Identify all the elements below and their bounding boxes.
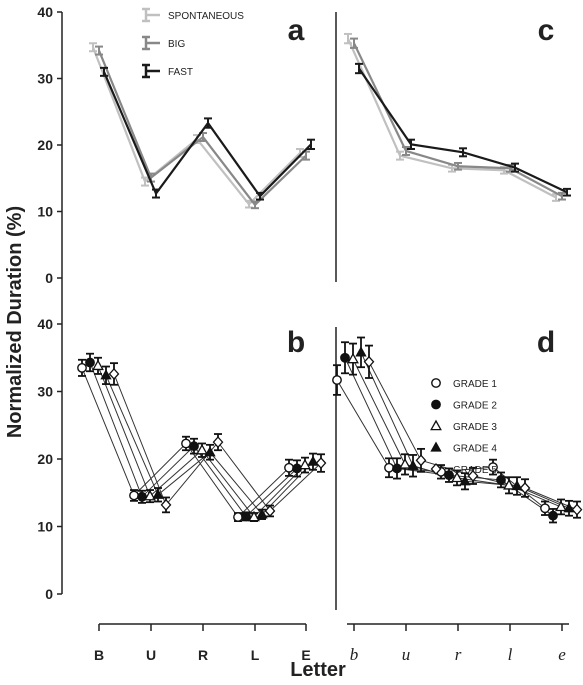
panel-letter-c: c bbox=[538, 14, 555, 47]
data-point-grade-4 bbox=[204, 446, 216, 457]
data-point-grade-5 bbox=[571, 503, 583, 516]
data-point-grade-5 bbox=[108, 367, 120, 380]
data-point-grade-3 bbox=[503, 478, 515, 490]
data-point-grade-3 bbox=[248, 510, 260, 522]
data-point-grade-1 bbox=[233, 512, 243, 522]
data-point-grade-5 bbox=[315, 457, 327, 470]
legend-marker-grade-1 bbox=[431, 378, 441, 388]
legend-label: GRADE 3 bbox=[453, 422, 497, 433]
category-label-print: U bbox=[146, 647, 156, 663]
series-line-fast bbox=[358, 67, 568, 194]
legend-label: GRADE 5 bbox=[453, 465, 497, 476]
data-point-grade-4 bbox=[563, 502, 575, 513]
data-point-grade-3 bbox=[196, 443, 208, 455]
legend-label: FAST bbox=[168, 67, 193, 78]
data-point-grade-2 bbox=[548, 510, 558, 521]
category-label-cursive: r bbox=[455, 645, 462, 664]
data-point-grade-1 bbox=[488, 462, 498, 472]
data-point-grade-1 bbox=[332, 375, 342, 385]
category-label-print: L bbox=[251, 647, 260, 663]
panel-letter-b: b bbox=[287, 326, 305, 359]
data-point-grade-4 bbox=[152, 488, 164, 499]
legend-marker-grade-4 bbox=[430, 441, 442, 452]
data-point-grade-2 bbox=[85, 357, 95, 368]
series-line-grade-2 bbox=[344, 357, 554, 517]
panel-letter-d: d bbox=[537, 326, 555, 359]
series-line-spontaneous bbox=[91, 46, 301, 206]
category-label-print: R bbox=[198, 647, 208, 663]
data-point-grade-2 bbox=[189, 441, 199, 452]
data-point-grade-4 bbox=[256, 508, 268, 519]
data-point-grade-1 bbox=[181, 438, 191, 449]
y-tick-label-top: 10 bbox=[37, 204, 53, 220]
data-point-grade-3 bbox=[555, 500, 567, 512]
category-label-print: E bbox=[301, 647, 310, 663]
data-point-grade-2 bbox=[496, 475, 506, 485]
data-point-grade-4 bbox=[407, 459, 419, 470]
data-point-grade-5 bbox=[415, 454, 427, 467]
data-point-grade-5 bbox=[160, 498, 172, 511]
legend-label: SPONTANEOUS bbox=[168, 11, 244, 22]
category-label-cursive: u bbox=[402, 645, 411, 664]
data-point-grade-2 bbox=[340, 352, 350, 363]
data-point-grade-3 bbox=[299, 458, 311, 470]
series-line-grade-3 bbox=[97, 365, 306, 518]
data-point-grade-1 bbox=[129, 490, 139, 501]
data-point-grade-2 bbox=[444, 470, 454, 481]
panel-letter-a: a bbox=[288, 14, 305, 47]
legend-label: GRADE 1 bbox=[453, 379, 497, 390]
data-point-grade-3 bbox=[92, 359, 104, 371]
data-point-grade-4 bbox=[511, 479, 523, 491]
data-point-grade-5 bbox=[212, 436, 224, 449]
y-tick-label-top: 0 bbox=[45, 270, 53, 286]
y-tick-label-top: 40 bbox=[37, 4, 53, 20]
data-point-grade-3 bbox=[347, 352, 359, 364]
legend-label: GRADE 4 bbox=[453, 444, 497, 455]
legend-label: GRADE 2 bbox=[453, 401, 497, 412]
series-line-spontaneous bbox=[346, 38, 557, 199]
y-axis-title: Normalized Duration (%) bbox=[4, 206, 26, 438]
data-point-grade-2 bbox=[241, 511, 251, 522]
data-point-grade-1 bbox=[77, 362, 87, 373]
series-line-fast bbox=[102, 71, 312, 198]
data-point-grade-3 bbox=[451, 471, 463, 483]
data-point-grade-5 bbox=[519, 482, 531, 494]
data-point-grade-5 bbox=[467, 469, 479, 482]
data-point-grade-1 bbox=[540, 503, 550, 514]
y-tick-label-top: 20 bbox=[37, 137, 53, 153]
y-tick-label-bottom: 10 bbox=[37, 519, 53, 535]
x-axis-title: Letter bbox=[290, 659, 346, 681]
category-label-cursive: b bbox=[350, 645, 359, 664]
data-point-grade-4 bbox=[355, 346, 367, 357]
category-label-cursive: l bbox=[508, 645, 513, 664]
category-label-print: B bbox=[94, 647, 104, 663]
y-tick-label-bottom: 40 bbox=[37, 316, 53, 332]
legend-marker-grade-5 bbox=[430, 463, 442, 475]
data-point-grade-5 bbox=[264, 505, 276, 517]
legend-marker-grade-2 bbox=[431, 399, 441, 410]
y-tick-label-top: 30 bbox=[37, 71, 53, 87]
legend-marker-grade-3 bbox=[430, 419, 442, 431]
category-label-cursive: e bbox=[558, 645, 566, 664]
y-tick-label-bottom: 0 bbox=[45, 586, 53, 602]
legend-label: BIG bbox=[168, 39, 185, 50]
data-point-grade-4 bbox=[307, 455, 319, 466]
data-point-grade-1 bbox=[384, 462, 394, 473]
data-point-grade-4 bbox=[459, 475, 471, 486]
data-point-grade-4 bbox=[100, 369, 112, 380]
data-point-grade-1 bbox=[284, 462, 294, 473]
data-point-grade-3 bbox=[399, 458, 411, 469]
data-point-grade-5 bbox=[363, 355, 375, 368]
data-point-grade-3 bbox=[144, 489, 156, 501]
y-tick-label-bottom: 20 bbox=[37, 451, 53, 467]
y-tick-label-bottom: 30 bbox=[37, 384, 53, 400]
